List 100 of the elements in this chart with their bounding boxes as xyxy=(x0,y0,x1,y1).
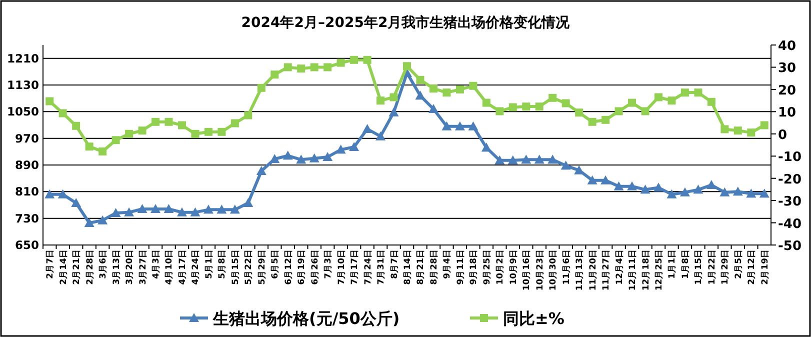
point xyxy=(694,88,702,97)
x-tick-label: 7月3日 xyxy=(322,249,334,279)
point xyxy=(190,207,200,216)
point xyxy=(653,182,664,192)
point xyxy=(454,121,465,130)
point xyxy=(230,119,239,128)
x-tick-label: 3月27日 xyxy=(137,249,148,285)
point xyxy=(218,128,226,136)
point xyxy=(376,96,385,105)
point xyxy=(403,62,411,70)
point xyxy=(178,121,186,130)
point xyxy=(560,160,571,170)
x-tick-label: 4月24日 xyxy=(190,249,202,285)
x-tick-label: 2月5日 xyxy=(732,249,744,279)
point xyxy=(309,153,320,162)
y2-tick-label: 20 xyxy=(778,83,796,98)
point xyxy=(270,154,280,163)
x-tick-label: 12月4日 xyxy=(614,249,625,285)
x-tick-label: 7月17日 xyxy=(349,249,360,285)
point xyxy=(324,63,332,72)
point xyxy=(666,189,677,198)
x-tick-label: 11月13日 xyxy=(574,249,586,291)
y2-tick-label: 10 xyxy=(778,106,796,121)
x-tick-label: 9月4日 xyxy=(442,249,453,279)
x-tick-label: 9月11日 xyxy=(454,249,466,285)
x-tick-label: 11月20日 xyxy=(587,249,598,291)
point xyxy=(640,184,650,194)
point xyxy=(164,204,174,213)
point xyxy=(627,181,638,190)
point xyxy=(720,125,729,134)
point xyxy=(152,118,160,126)
point xyxy=(521,154,532,164)
point xyxy=(562,99,570,108)
x-tick-label: 10月2日 xyxy=(494,249,506,285)
x-tick-label: 4月3日 xyxy=(150,249,162,279)
point xyxy=(535,102,544,111)
point xyxy=(296,154,306,164)
point xyxy=(588,118,596,126)
x-tick-label: 4月10日 xyxy=(164,249,175,285)
y-tick-label: 1210 xyxy=(6,51,39,66)
point xyxy=(336,58,345,67)
x-tick-label: 9月18日 xyxy=(468,249,480,285)
point xyxy=(614,181,624,190)
x-tick-label: 6月26日 xyxy=(309,249,320,285)
y2-tick-label: -20 xyxy=(778,172,802,188)
point xyxy=(428,104,438,113)
point xyxy=(138,126,146,135)
x-tick-label: 5月8日 xyxy=(216,249,228,279)
y2-tick-label: -50 xyxy=(778,239,802,254)
point xyxy=(469,82,478,90)
point xyxy=(747,128,756,137)
point xyxy=(297,64,306,73)
point xyxy=(98,215,108,224)
point xyxy=(508,103,517,112)
x-tick-label: 3月13日 xyxy=(110,249,122,285)
y2-tick-label: -30 xyxy=(778,194,802,210)
y2-tick-label: 30 xyxy=(778,61,796,76)
point xyxy=(363,56,372,64)
point xyxy=(522,102,530,111)
x-tick-label: 11月6日 xyxy=(560,249,572,285)
point xyxy=(628,98,636,107)
x-tick-label: 12月11日 xyxy=(627,249,638,291)
point xyxy=(760,121,768,130)
point xyxy=(494,155,505,164)
point xyxy=(388,107,399,116)
y-tick-label: 1130 xyxy=(6,78,39,92)
x-tick-label: 10月23日 xyxy=(534,249,546,291)
x-tick-label: 2月19日 xyxy=(759,249,770,285)
point xyxy=(336,144,346,154)
point xyxy=(680,88,689,97)
x-tick-label: 1月8日 xyxy=(680,249,691,279)
x-tick-label: 4月17日 xyxy=(176,249,188,285)
point xyxy=(270,70,279,79)
point xyxy=(204,128,212,136)
x-tick-label: 1月29日 xyxy=(720,249,731,285)
chart-title: 2024年2月–2025年2月我市生猪出场价格变化情况 xyxy=(241,14,571,31)
x-tick-label: 5月22日 xyxy=(243,249,254,285)
point xyxy=(429,84,438,93)
point xyxy=(587,175,598,184)
x-tick-label: 1月15日 xyxy=(693,249,704,285)
point xyxy=(548,154,558,164)
point xyxy=(72,122,80,130)
y2-tick-label: -10 xyxy=(778,150,802,166)
point xyxy=(416,76,424,84)
x-tick-label: 8月28日 xyxy=(428,249,440,285)
x-tick-label: 3月20日 xyxy=(124,249,136,285)
point xyxy=(257,84,266,92)
x-tick-label: 7月10日 xyxy=(336,249,347,285)
x-tick-label: 10月9日 xyxy=(508,249,519,285)
point xyxy=(150,204,161,213)
y2-tick-label: -40 xyxy=(778,216,802,232)
point xyxy=(734,126,742,135)
x-tick-label: 6月12日 xyxy=(282,249,294,285)
x-tick-label: 6月5日 xyxy=(270,249,281,279)
x-tick-label: 1月22日 xyxy=(706,249,718,285)
point xyxy=(46,97,54,106)
x-tick-label: 2月28日 xyxy=(84,249,96,285)
point xyxy=(203,204,214,214)
point xyxy=(216,204,227,214)
point xyxy=(137,204,148,213)
